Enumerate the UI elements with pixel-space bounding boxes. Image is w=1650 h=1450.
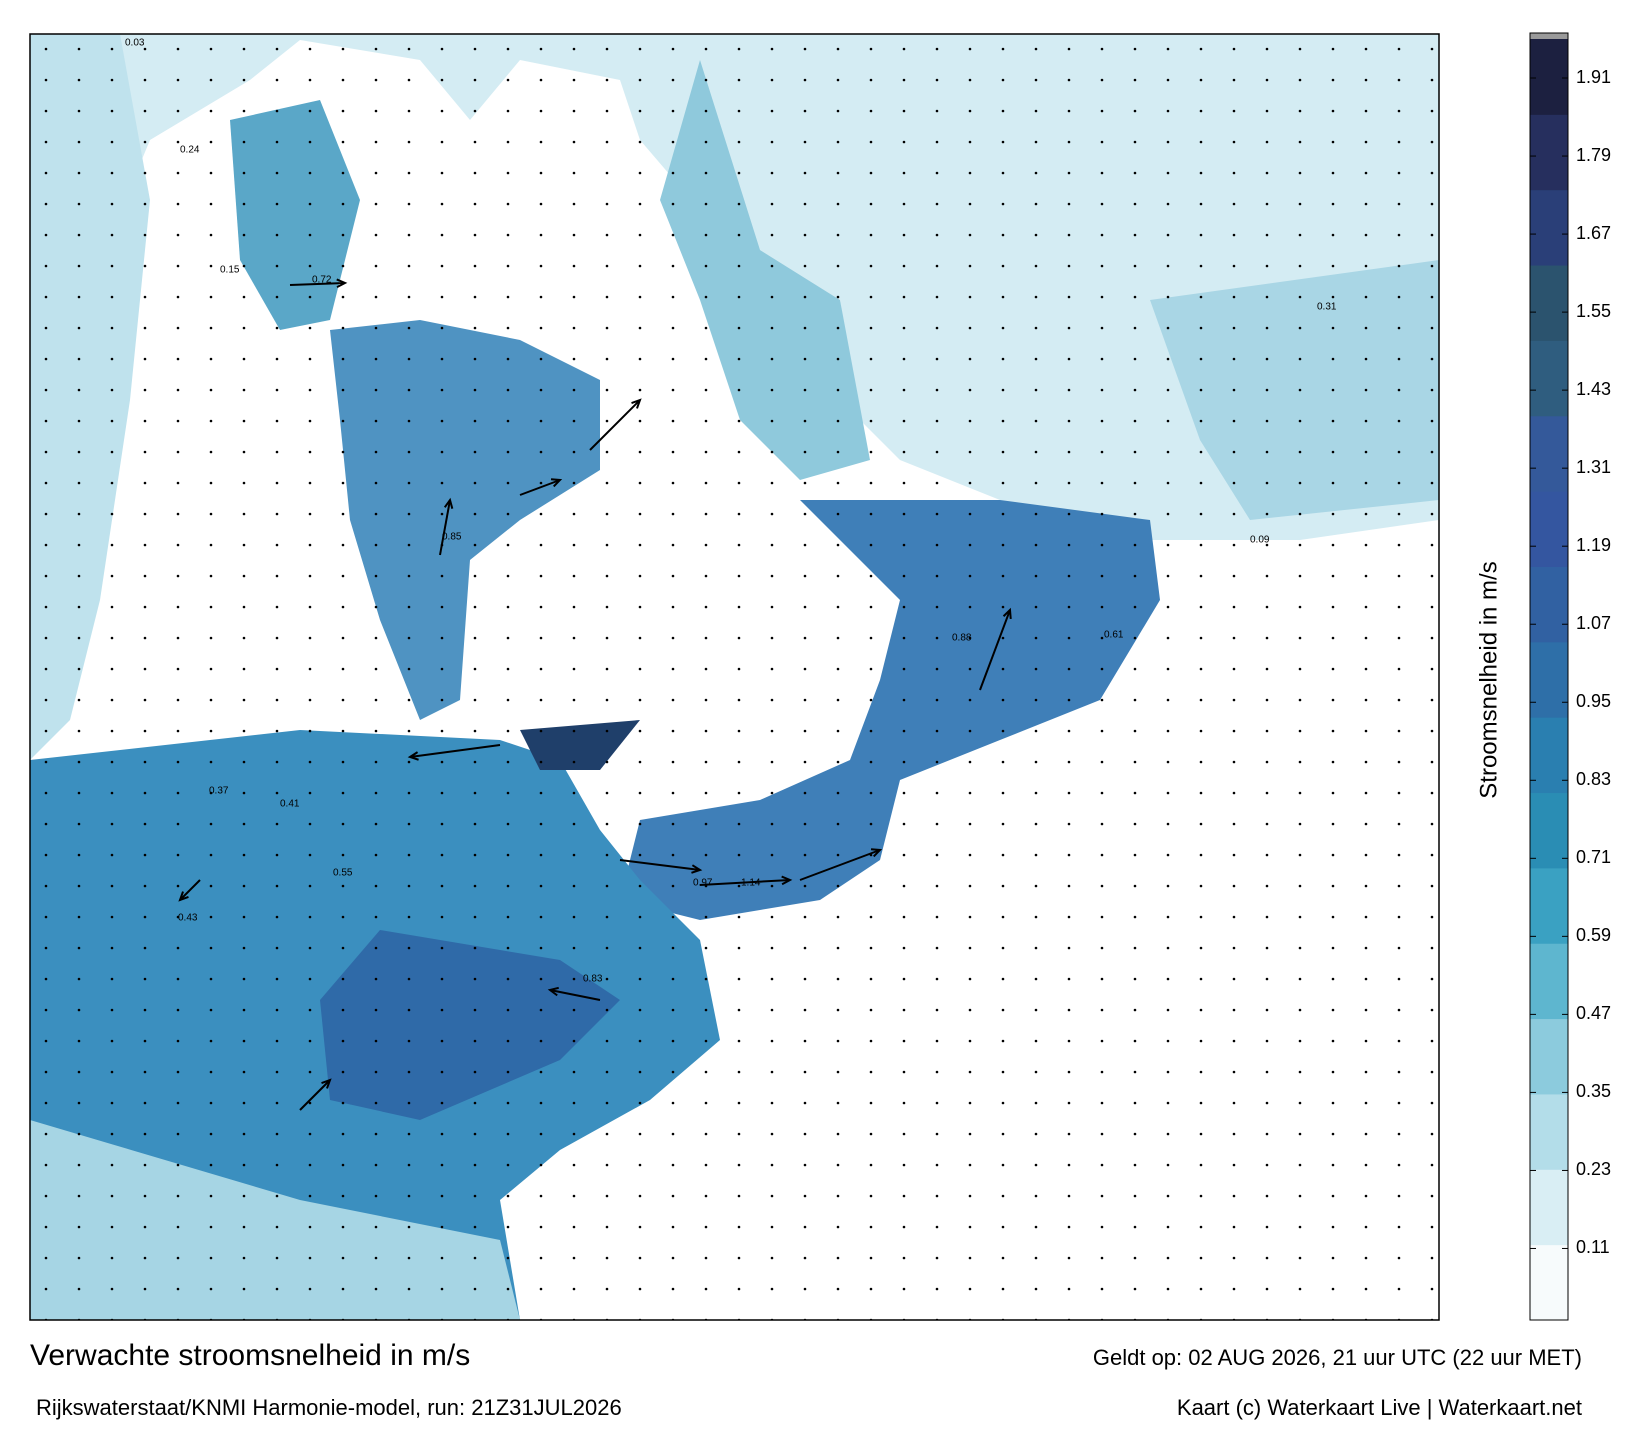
arrow-head [781,875,793,886]
colorbar-tick-label: 1.43 [1576,379,1611,399]
speed-label: 0.31 [1317,302,1337,313]
speed-label: 0.03 [125,38,145,49]
colorbar-band [1530,1018,1568,1095]
colorbar-band [1530,717,1568,794]
speed-label: 0.41 [280,799,300,810]
arrow-head [336,278,348,289]
colorbar-band [1530,1244,1568,1321]
arrow-head [547,986,559,997]
colorbar-cap [1530,33,1568,39]
colorbar-tick-label: 0.35 [1576,1081,1611,1101]
speed-label: 0.43 [178,913,198,924]
current-arrow [619,859,701,871]
current-arrow [179,879,201,901]
colorbar-frame [1529,32,1569,1321]
credit: Kaart (c) Waterkaart Live | Waterkaart.n… [1177,1395,1582,1420]
colorbar-tick-label: 0.23 [1576,1159,1611,1179]
colorbar-band [1530,641,1568,718]
speed-label: 0.85 [442,532,462,543]
colorbar-tick-label: 1.79 [1576,145,1611,165]
colorbar: 0.11 0.23 0.35 0.47 0.59 0.71 0.83 0.95 1.07 1.19… [1529,32,1611,1321]
colorbar-band [1530,189,1568,266]
speed-label: 0.09 [1250,535,1270,546]
colorbar-tick-label: 1.19 [1576,535,1611,555]
speed-label: 0.83 [583,974,603,985]
current-arrow [519,479,561,496]
colorbar-tick-label: 0.95 [1576,691,1611,711]
arrow-head [407,751,419,761]
arrow-head [870,848,883,858]
speed-label: 0.15 [220,265,240,276]
colorbar-tick-label: 1.91 [1576,67,1611,87]
map-frame [29,33,1440,1321]
colorbar-band [1530,265,1568,341]
colorbar-tick-label: 0.11 [1576,1237,1610,1257]
speed-label: 1.14 [741,878,761,889]
colorbar-band [1530,39,1568,115]
current-arrow [589,399,641,451]
colorbar-band [1530,415,1568,492]
colorbar-band [1530,114,1568,191]
subtitle: Rijkswaterstaat/KNMI Harmonie-model, run… [36,1395,622,1420]
current-arrow [299,1079,331,1111]
arrow-head [178,891,189,902]
colorbar-band [1530,491,1568,567]
arrow-head [1002,607,1012,620]
colorbar-tick-label: 1.07 [1576,613,1611,633]
current-arrow [409,744,501,758]
colorbar-tick-label: 0.71 [1576,847,1611,867]
speed-label: 0.24 [180,145,200,156]
colorbar-label: Stroomsnelheid in m/s [1475,561,1502,798]
valid-time: Geldt op: 02 AUG 2026, 21 uur UTC (22 uu… [1093,1345,1582,1370]
speed-label: 0.88 [952,633,972,644]
colorbar-band [1530,1169,1568,1246]
current-arrow [289,282,346,286]
current-arrow [979,609,1011,691]
current-arrow [549,989,601,1001]
colorbar-tick-label: 1.31 [1576,457,1611,477]
arrow-head [631,398,642,409]
speed-labels: 0.83 1.14 0.97 0.61 0.88 0.72 0.85 0.55 0.43 0.41… [125,38,1337,985]
colorbar-band [1530,867,1568,944]
colorbar-tick-label: 1.67 [1576,223,1611,243]
speed-label: 0.61 [1104,630,1124,641]
speed-label: 0.37 [209,786,229,797]
current-arrow [799,849,881,881]
arrow-head [550,478,563,488]
arrow-head [691,864,703,874]
current-arrow [439,499,451,556]
colorbar-tick-label: 1.55 [1576,301,1611,321]
arrow-head [443,497,454,509]
current-arrow [699,879,791,886]
colorbar-band [1530,792,1568,869]
arrow-head [321,1078,332,1089]
speed-label: 0.97 [693,878,713,889]
current-arrows [178,278,1012,1111]
colorbar-tick-label: 0.47 [1576,1003,1611,1023]
colorbar-band [1530,1093,1568,1170]
colorbar-band [1530,340,1568,417]
colorbar-tick-label: 0.59 [1576,925,1611,945]
title: Verwachte stroomsnelheid in m/s [30,1339,470,1372]
speed-label: 0.72 [312,275,332,286]
colorbar-tick-label: 0.83 [1576,769,1611,789]
colorbar-band [1530,566,1568,643]
colorbar-band [1530,943,1568,1020]
speed-label: 0.55 [333,868,353,879]
map [30,34,1439,1320]
